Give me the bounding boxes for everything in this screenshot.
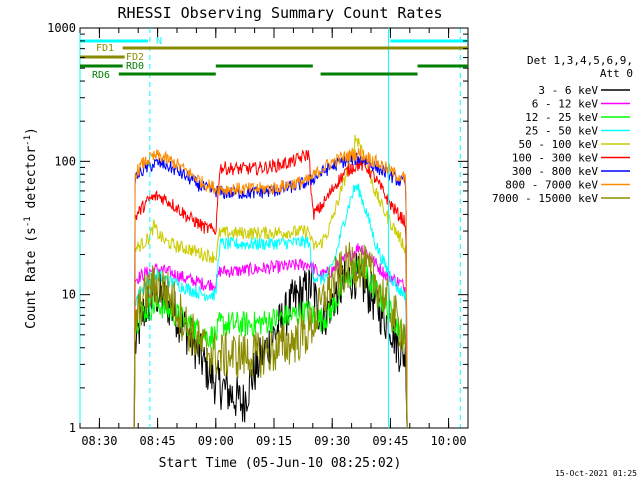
legend-label-100-300-kev: 100 - 300 keV (512, 152, 598, 165)
series-line-100-300-kev (133, 149, 408, 429)
legend-label-12-25-kev: 12 - 25 keV (525, 111, 598, 124)
legend-label-6-12-kev: 6 - 12 keV (532, 98, 599, 111)
x-tick-label-09-00: 09:00 (198, 434, 234, 448)
orbit-lines (79, 28, 461, 428)
y-tick-label-1000: 1000 (47, 21, 76, 35)
flag-label-fd1: FD1 (96, 43, 114, 54)
series-line-50-100-kev (133, 134, 408, 429)
x-tick-label-08-45: 08:45 (140, 434, 176, 448)
legend-title-1: Det 1,3,4,5,6,9, (527, 54, 633, 67)
legend-title-2: Att 0 (600, 67, 633, 80)
series-line-25-50-kev (133, 183, 408, 429)
x-tick-label-09-30: 09:30 (314, 434, 350, 448)
x-axis-label: Start Time (05-Jun-10 08:25:02) (159, 456, 402, 471)
x-tick-label-09-15: 09:15 (256, 434, 292, 448)
series-layer (133, 134, 408, 429)
flag-label-rd6: RD6 (92, 70, 110, 81)
series-line-800-7000-kev (133, 147, 408, 429)
legend-label-7000-15000-kev: 7000 - 15000 keV (492, 192, 598, 205)
x-axis: 08:30 08:45 09:00 09:15 09:30 09:45 10:00 (79, 28, 469, 448)
flag-label-rd0: RD0 (126, 61, 144, 72)
legend-label-300-800-kev: 300 - 800 keV (512, 165, 598, 178)
legend-label-25-50-kev: 25 - 50 keV (525, 125, 598, 138)
chart-title: RHESSI Observing Summary Count Rates (117, 4, 442, 22)
x-tick-label-10-00: 10:00 (431, 434, 467, 448)
timestamp: 15-Oct-2021 01:25 (555, 469, 637, 478)
y-tick-label-10: 10 (62, 288, 76, 302)
flag-label-n: N (156, 36, 162, 47)
flag-bars (80, 39, 468, 76)
y-axis: 1 10 100 1000 (47, 21, 468, 435)
x-tick-label-09-45: 09:45 (372, 434, 408, 448)
legend-label-3-6-kev: 3 - 6 keV (538, 84, 598, 97)
y-axis-label: Count Rate (s-1 detector-1) (23, 127, 39, 329)
x-tick-label-08-30: 08:30 (81, 434, 117, 448)
y-tick-label-100: 100 (54, 154, 76, 168)
series-line-6-12-kev (133, 243, 408, 429)
y-tick-label-1: 1 (69, 421, 76, 435)
flag-label-fd2: FD2 (126, 52, 144, 63)
legend-label-800-7000-kev: 800 - 7000 keV (505, 179, 598, 192)
legend-label-50-100-kev: 50 - 100 keV (519, 138, 599, 151)
series-line-7000-15000-kev (133, 242, 408, 429)
